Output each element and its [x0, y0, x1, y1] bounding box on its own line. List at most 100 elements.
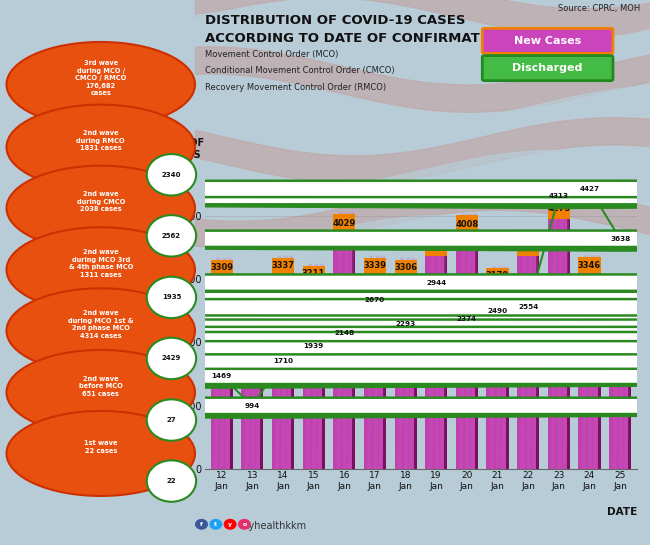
Bar	[425, 239, 447, 257]
Circle shape	[0, 299, 650, 316]
Text: y: y	[228, 522, 232, 527]
Bar	[445, 239, 447, 469]
Text: Discharged: Discharged	[512, 63, 583, 73]
Polygon shape	[0, 313, 650, 319]
Polygon shape	[0, 366, 650, 373]
Bar	[261, 280, 263, 469]
Text: 2nd wave
during MCO 3rd
& 4th phase MCO
1311 cases: 2nd wave during MCO 3rd & 4th phase MCO …	[68, 249, 133, 277]
Circle shape	[0, 275, 650, 291]
Text: 2148: 2148	[334, 330, 354, 336]
Bar	[291, 258, 294, 469]
Bar	[486, 268, 508, 283]
Bar	[272, 258, 294, 469]
Circle shape	[0, 368, 650, 384]
Polygon shape	[0, 195, 650, 201]
Text: 2nd wave
during MCO 1st &
2nd phase MCO
4314 cases: 2nd wave during MCO 1st & 2nd phase MCO …	[68, 310, 133, 338]
Circle shape	[0, 311, 650, 327]
Bar	[567, 198, 570, 469]
Polygon shape	[0, 330, 650, 336]
Bar	[395, 260, 417, 469]
Bar	[364, 258, 386, 274]
Text: 27: 27	[166, 417, 176, 423]
Circle shape	[0, 188, 650, 204]
Text: Recovery Movement Control Order (RMCO): Recovery Movement Control Order (RMCO)	[205, 83, 386, 92]
Bar	[548, 198, 570, 219]
Text: DISTRIBUTION OF COVID-19 CASES: DISTRIBUTION OF COVID-19 CASES	[205, 14, 465, 27]
Text: 4008: 4008	[455, 220, 478, 229]
Bar	[629, 276, 631, 469]
Text: 3048: 3048	[608, 279, 632, 288]
Polygon shape	[0, 324, 650, 331]
Text: 3306: 3306	[394, 263, 417, 272]
Bar	[456, 215, 478, 234]
Bar	[333, 214, 356, 469]
Polygon shape	[0, 338, 650, 346]
Bar	[609, 276, 631, 469]
Text: 4313: 4313	[549, 193, 569, 199]
Bar	[578, 257, 601, 469]
Text: 4029: 4029	[333, 219, 356, 228]
Text: New Cases: New Cases	[514, 36, 581, 46]
Bar	[302, 266, 324, 469]
Text: NO. OF
CASES: NO. OF CASES	[166, 138, 204, 160]
Circle shape	[0, 316, 650, 332]
Circle shape	[0, 325, 650, 341]
Text: 2429: 2429	[162, 355, 181, 361]
Bar	[609, 276, 631, 290]
Text: 2670: 2670	[365, 297, 385, 303]
Text: 3309: 3309	[210, 263, 233, 272]
Bar	[475, 215, 478, 469]
Text: DATE: DATE	[606, 507, 637, 517]
Text: 3339: 3339	[363, 261, 386, 270]
Bar	[517, 239, 539, 257]
Polygon shape	[0, 317, 650, 324]
Bar	[211, 259, 233, 275]
Text: 2944: 2944	[426, 280, 447, 286]
Text: 3rd wave
during MCO /
CMCO / RMCO
176,682
cases: 3rd wave during MCO / CMCO / RMCO 176,68…	[75, 60, 127, 96]
Text: 2nd wave
during CMCO
2038 cases: 2nd wave during CMCO 2038 cases	[77, 191, 125, 213]
Circle shape	[0, 292, 650, 308]
Text: 2340: 2340	[162, 172, 181, 178]
Text: 994: 994	[244, 403, 260, 409]
Text: 3346: 3346	[578, 261, 601, 270]
Circle shape	[0, 303, 650, 319]
Text: 2nd wave
before MCO
651 cases: 2nd wave before MCO 651 cases	[79, 376, 123, 397]
Text: 22: 22	[166, 478, 176, 484]
Bar	[413, 260, 417, 469]
Text: 3170: 3170	[486, 271, 509, 280]
Text: 4275: 4275	[547, 204, 571, 213]
Bar	[241, 280, 263, 469]
Circle shape	[0, 181, 650, 197]
Bar	[395, 260, 417, 275]
Bar	[241, 280, 263, 294]
Bar	[536, 239, 540, 469]
Bar	[548, 198, 570, 469]
Circle shape	[0, 353, 650, 369]
Bar	[364, 258, 386, 469]
Bar	[230, 259, 233, 469]
Circle shape	[0, 338, 650, 354]
Text: 2374: 2374	[457, 316, 477, 322]
Text: myhealthkkm: myhealthkkm	[239, 522, 307, 531]
Text: 4427: 4427	[580, 186, 599, 192]
Polygon shape	[0, 352, 650, 359]
Polygon shape	[0, 202, 650, 208]
Circle shape	[0, 231, 650, 247]
Text: 3337: 3337	[272, 261, 294, 270]
Bar	[211, 259, 233, 469]
Bar	[486, 268, 508, 469]
Polygon shape	[0, 411, 650, 418]
Text: ACCORDING TO DATE OF CONFIRMATION: ACCORDING TO DATE OF CONFIRMATION	[205, 32, 507, 45]
Circle shape	[0, 398, 650, 414]
Text: 3638: 3638	[610, 236, 630, 242]
Bar	[333, 214, 356, 233]
Bar	[383, 258, 386, 469]
Bar	[517, 239, 539, 469]
Polygon shape	[0, 245, 650, 251]
Text: 1st wave
22 cases: 1st wave 22 cases	[84, 440, 118, 454]
Bar	[425, 239, 447, 469]
Text: 1939: 1939	[304, 343, 324, 349]
Polygon shape	[0, 382, 650, 388]
Text: 2nd wave
during RMCO
1831 cases: 2nd wave during RMCO 1831 cases	[77, 130, 125, 152]
Bar	[302, 266, 324, 281]
